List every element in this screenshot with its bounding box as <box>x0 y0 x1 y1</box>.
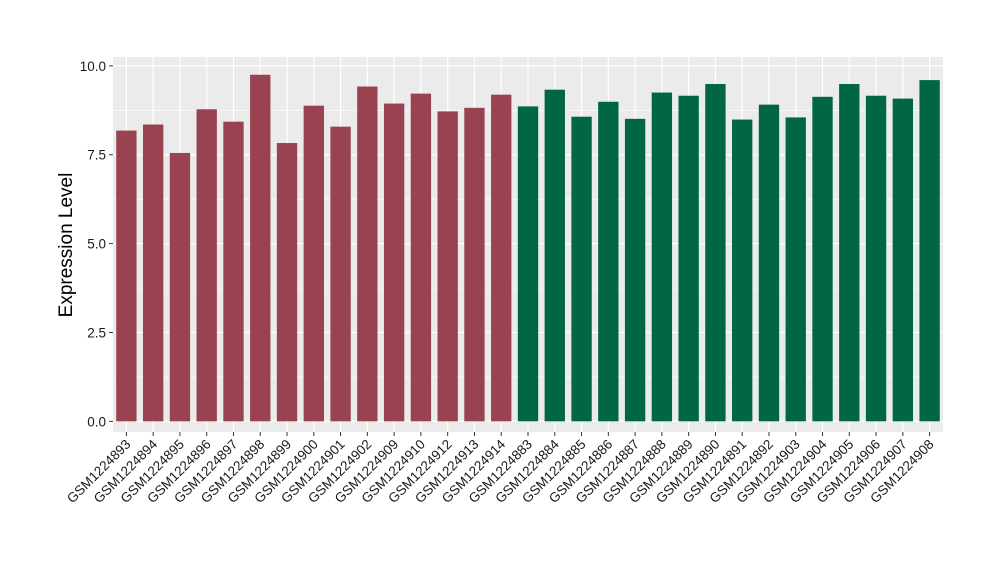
y-axis: 0.0 2.5 5.0 7.5 10.0 <box>80 59 113 429</box>
bars <box>116 74 940 422</box>
bar <box>571 116 592 422</box>
bar <box>839 84 860 422</box>
y-tick-label: 5.0 <box>87 237 106 252</box>
bar <box>410 93 432 422</box>
bar <box>544 89 565 422</box>
bar <box>892 98 914 422</box>
bar <box>437 111 458 422</box>
y-tick-label: 0.0 <box>87 414 106 429</box>
bar <box>142 124 164 422</box>
bar <box>196 109 217 422</box>
bar <box>169 152 191 422</box>
bar <box>651 92 673 422</box>
y-tick-label: 2.5 <box>87 325 106 340</box>
y-tick-label: 7.5 <box>87 148 106 163</box>
bar <box>116 130 137 422</box>
x-axis: GSM1224893GSM1224894GSM1224895GSM1224896… <box>64 432 937 506</box>
bar <box>919 80 940 422</box>
bar <box>732 119 753 422</box>
y-tick-label: 10.0 <box>80 59 106 74</box>
bar <box>678 95 699 422</box>
bar <box>357 86 378 422</box>
bar <box>705 84 726 422</box>
y-axis-title: Expression Level <box>56 173 77 318</box>
bar <box>464 107 485 422</box>
bar <box>276 143 298 422</box>
bar <box>223 121 244 422</box>
bar <box>758 104 780 422</box>
bar <box>785 117 806 422</box>
bar <box>517 106 539 422</box>
bar <box>303 105 324 422</box>
bar <box>598 101 619 422</box>
bar <box>812 96 833 422</box>
bar <box>330 126 351 422</box>
bar <box>491 94 512 422</box>
bar <box>383 103 405 422</box>
bar <box>865 95 887 422</box>
bar <box>624 118 646 422</box>
bar <box>250 74 271 422</box>
